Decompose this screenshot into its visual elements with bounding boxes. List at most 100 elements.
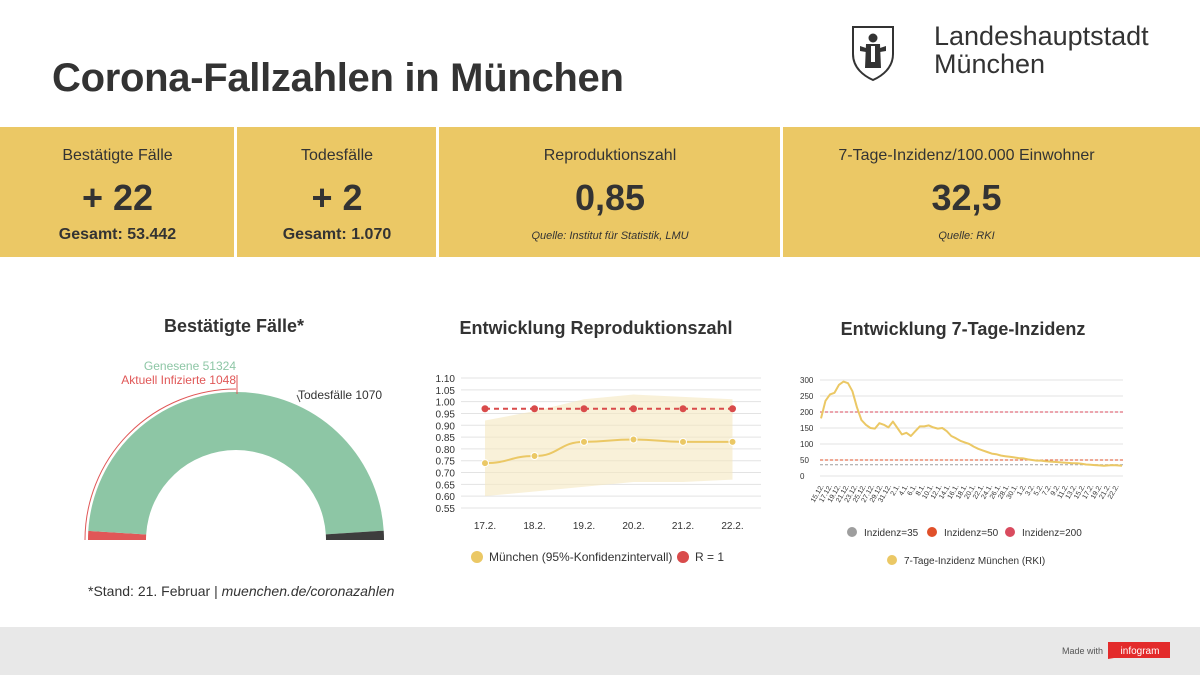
legend-r1: R = 1: [695, 550, 724, 564]
i-xtick-label: 8.1.: [915, 483, 927, 497]
stat-label: Bestätigte Fälle: [62, 147, 173, 164]
legend-marker-rki: [887, 555, 897, 565]
page-title: Corona-Fallzahlen in München: [52, 56, 624, 100]
stat-value: 32,5: [931, 177, 1002, 218]
r-series-line: [484, 438, 733, 465]
i-xtick-label: 7.2.: [1041, 483, 1053, 497]
r-reference-point: [630, 405, 637, 413]
stat-label: Reproduktionszahl: [543, 147, 677, 164]
r-xtick-label: 17.2.: [474, 521, 496, 532]
r-xtick-label: 20.2.: [622, 521, 644, 532]
r-series-point: [530, 452, 539, 460]
i-xtick-label: 2.1.: [890, 483, 902, 497]
r-ytick-label: 0.75: [436, 457, 456, 468]
infogram-logo-text: infogram: [1121, 646, 1160, 657]
stat-confirmed-cases: Bestätigte Fälle + 22 Gesamt: 53.442: [0, 127, 235, 257]
legend-munich: München (95%-Konfidenzintervall): [489, 550, 672, 564]
stat-value: + 2: [311, 177, 363, 218]
legend-inz35: Inzidenz=35: [864, 528, 919, 539]
legend-inz200: Inzidenz=200: [1022, 528, 1082, 539]
r-chart-title: Entwicklung Reproduktionszahl: [459, 318, 733, 338]
incidence-chart-title: Entwicklung 7-Tage-Inzidenz: [840, 319, 1086, 339]
gauge-label-recovered: Genesene 51324: [144, 359, 236, 373]
r-chart: 1.101.051.000.950.900.850.800.750.700.65…: [436, 374, 761, 564]
gauge-leader-deaths: [296, 394, 301, 403]
gauge-title: Bestätigte Fälle*: [163, 316, 305, 336]
gauge-slice-infected: [88, 530, 147, 540]
footer-link[interactable]: muenchen.de/coronazahlen: [221, 583, 395, 599]
r-xtick-label: 18.2.: [523, 521, 545, 532]
r-series-point: [629, 435, 638, 444]
stats-banner: Bestätigte Fälle + 22 Gesamt: 53.442 Tod…: [0, 127, 1200, 257]
legend-rki: 7-Tage-Inzidenz München (RKI): [904, 556, 1045, 567]
stat-incidence: 7-Tage-Inzidenz/100.000 Einwohner 32,5 Q…: [783, 127, 1150, 257]
stat-label: Todesfälle: [300, 147, 374, 164]
legend-marker-50: [927, 527, 937, 537]
infogram-logo[interactable]: infogram: [1106, 641, 1170, 659]
i-xtick-label: 3.2.: [1025, 483, 1037, 497]
stat-source: Quelle: RKI: [938, 230, 995, 242]
r-ytick-label: 0.65: [436, 480, 456, 491]
munich-crest-icon: [852, 26, 894, 82]
gauge-chart: Genesene 51324 Aktuell Infizierte 1048 T…: [84, 359, 384, 541]
made-with-label: Made with: [1062, 646, 1104, 656]
footer-stand: *Stand: 21. Februar |: [88, 583, 222, 599]
gauge-label-infected: Aktuell Infizierte 1048: [121, 373, 236, 387]
r-confidence-band: [485, 394, 733, 497]
stat-label: 7-Tage-Inzidenz/100.000 Einwohner: [838, 147, 1095, 164]
r-ytick-label: 0.60: [436, 492, 456, 503]
i-xtick-label: 6.1.: [907, 483, 919, 497]
r-reference-point: [729, 405, 736, 413]
r-ytick-label: 0.95: [436, 409, 456, 420]
r-ytick-label: 1.05: [436, 386, 456, 397]
stat-value: 0,85: [574, 177, 646, 218]
footer-note: *Stand: 21. Februar | muenchen.de/corona…: [88, 583, 394, 599]
r-ytick-label: 1.10: [436, 374, 456, 385]
r-ytick-label: 0.70: [436, 469, 456, 480]
stat-total: Gesamt: 53.442: [58, 226, 177, 243]
r-ytick-label: 0.90: [436, 421, 456, 432]
i-ytick-label: 50: [800, 456, 809, 465]
stat-value: + 22: [81, 177, 154, 218]
i-ytick-label: 100: [800, 440, 814, 449]
stat-total: Gesamt: 1.070: [282, 226, 392, 243]
legend-marker-munich: [471, 551, 483, 563]
divider: [436, 127, 439, 257]
r-series-point: [580, 437, 588, 446]
gauge-slice-deaths: [325, 530, 384, 540]
r-ytick-label: 0.85: [436, 433, 456, 444]
i-ytick-label: 150: [800, 424, 814, 433]
r-reference-point: [679, 405, 687, 413]
gauge-rim: [84, 388, 237, 541]
i-series-line: [820, 380, 1123, 467]
i-xtick-label: 4.1.: [898, 483, 910, 497]
divider: [780, 127, 783, 257]
i-xtick-label: 1.2.: [1016, 483, 1028, 497]
r-ytick-label: 0.80: [436, 445, 456, 456]
gauge-label-deaths: Todesfälle 1070: [298, 388, 382, 402]
brand-line-2: München: [934, 49, 1046, 79]
divider: [234, 127, 237, 257]
r-series-point: [481, 459, 489, 468]
brand-name: Landeshauptstadt München: [934, 22, 1149, 78]
i-ytick-label: 250: [800, 392, 814, 401]
r-reference-point: [481, 405, 489, 413]
incidence-chart: 30025020015010050015.12.17.12.19.12.21.1…: [800, 376, 1123, 567]
i-xtick-label: 9.2.: [1050, 483, 1062, 497]
i-xtick-label: 5.2.: [1033, 483, 1045, 497]
r-xtick-label: 19.2.: [573, 521, 595, 532]
stat-deaths: Todesfälle + 2 Gesamt: 1.070: [237, 127, 437, 257]
stat-source: Quelle: Institut für Statistik, LMU: [531, 230, 689, 242]
r-ytick-label: 1.00: [436, 398, 456, 409]
r-series-point: [728, 437, 737, 446]
r-xtick-label: 21.2.: [672, 521, 694, 532]
brand: Landeshauptstadt München: [850, 22, 1180, 86]
r-reference-point: [580, 405, 588, 413]
stat-reproduction-number: Reproduktionszahl 0,85 Quelle: Institut …: [439, 127, 781, 257]
r-series-point: [679, 437, 687, 446]
r-xtick-label: 22.2.: [721, 521, 743, 532]
i-ytick-label: 300: [800, 376, 814, 385]
gauge-slice-recovered: [88, 391, 384, 535]
legend-marker-200: [1005, 527, 1015, 537]
legend-inz50: Inzidenz=50: [944, 528, 999, 539]
